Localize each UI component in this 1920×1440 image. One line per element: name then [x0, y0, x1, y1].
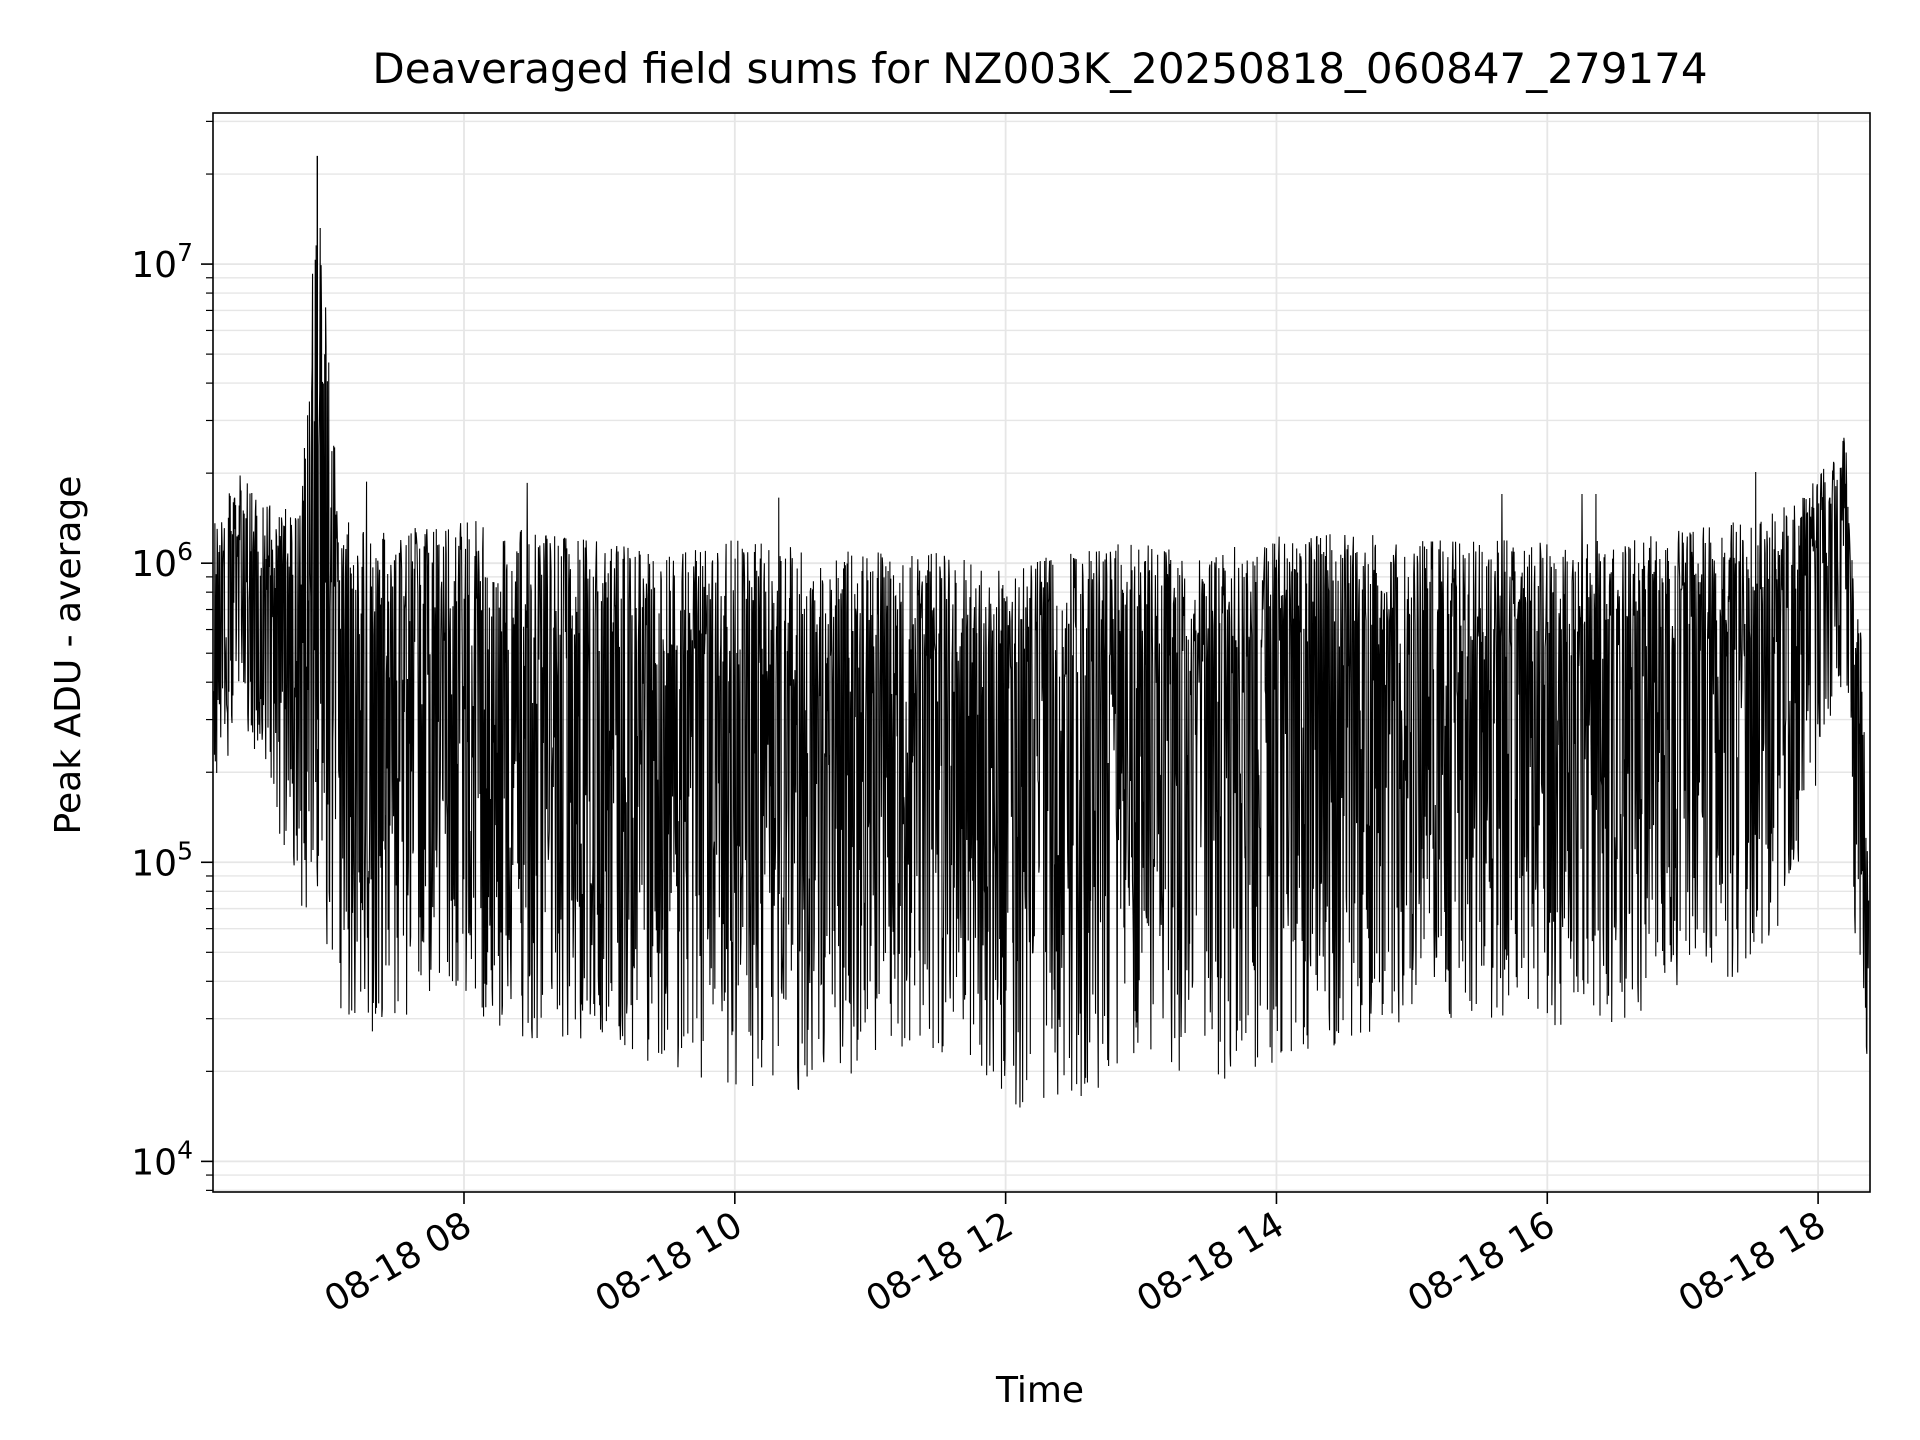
- y-tick-label: 104: [131, 1135, 193, 1183]
- chart-title: Deaveraged field sums for NZ003K_2025081…: [372, 44, 1707, 93]
- y-tick-label: 106: [131, 537, 193, 585]
- series-line: [213, 228, 1870, 1108]
- x-axis-label: Time: [995, 1370, 1084, 1411]
- y-tick-label: 107: [131, 238, 193, 286]
- y-tick-label: 105: [131, 836, 193, 884]
- plot-frame: [212, 112, 1871, 1193]
- data-line: [213, 155, 1870, 1108]
- y-axis-label: Peak ADU - average: [48, 476, 89, 835]
